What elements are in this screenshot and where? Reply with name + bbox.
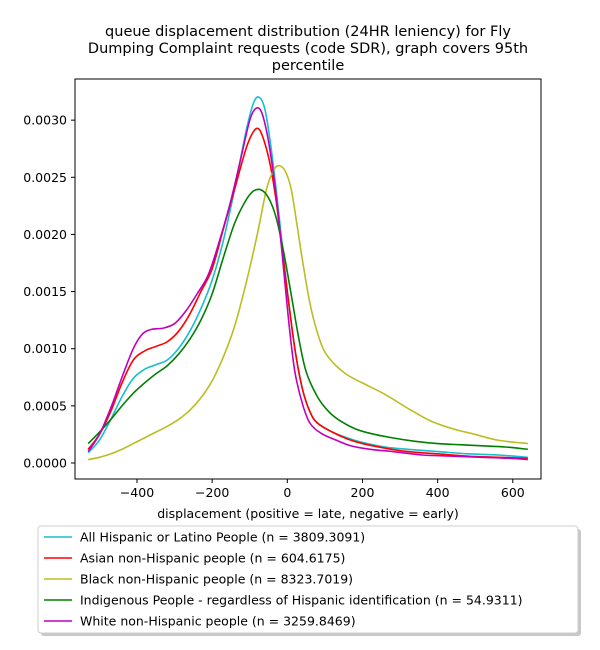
y-tick-label: 0.0025: [23, 170, 67, 185]
series-line-0: [87, 96, 528, 459]
legend-items: All Hispanic or Latino People (n = 3809.…: [44, 530, 523, 629]
legend-label-2: Black non-Hispanic people (n = 8323.7019…: [80, 572, 353, 587]
legend-label-4: White non-Hispanic people (n = 3259.8469…: [80, 614, 356, 629]
series-line-1: [87, 127, 528, 460]
x-tick-label: −400: [120, 485, 154, 500]
chart-title: queue displacement distribution (24HR le…: [88, 24, 528, 74]
chart-title-line-1: queue displacement distribution (24HR le…: [105, 24, 511, 40]
legend-label-0: All Hispanic or Latino People (n = 3809.…: [80, 530, 365, 545]
chart-title-line-2: Dumping Complaint requests (code SDR), g…: [88, 41, 528, 57]
y-tick-label: 0.0015: [23, 284, 67, 299]
series-line-3: [87, 188, 528, 451]
legend-label-3: Indigenous People - regardless of Hispan…: [80, 593, 523, 608]
legend: All Hispanic or Latino People (n = 3809.…: [37, 525, 581, 636]
y-tick-label: 0.0000: [23, 456, 67, 471]
x-tick-label: 0: [283, 485, 291, 500]
x-axis: −400 −200 0 200 400 600: [120, 479, 525, 500]
x-axis-label: displacement (positive = late, negative …: [157, 506, 459, 521]
x-tick-label: 400: [426, 485, 450, 500]
x-tick-label: 600: [501, 485, 525, 500]
y-tick-label: 0.0020: [23, 227, 67, 242]
x-tick-label: 200: [351, 485, 375, 500]
series-line-2: [87, 164, 528, 461]
y-axis: 0.0000 0.0005 0.0010 0.0015 0.0020 0.0025 0.00…: [23, 113, 75, 471]
chart-title-line-3: percentile: [272, 58, 345, 74]
legend-label-1: Asian non-Hispanic people (n = 604.6175): [80, 551, 345, 566]
y-tick-label: 0.0010: [23, 341, 67, 356]
series-line-4: [87, 106, 528, 461]
legend-box: [37, 525, 579, 634]
data-series-group: [87, 96, 528, 461]
x-tick-label: −200: [195, 485, 229, 500]
plot-area-frame: [74, 78, 542, 480]
y-tick-label: 0.0005: [23, 398, 67, 413]
y-tick-label: 0.0030: [23, 113, 67, 128]
